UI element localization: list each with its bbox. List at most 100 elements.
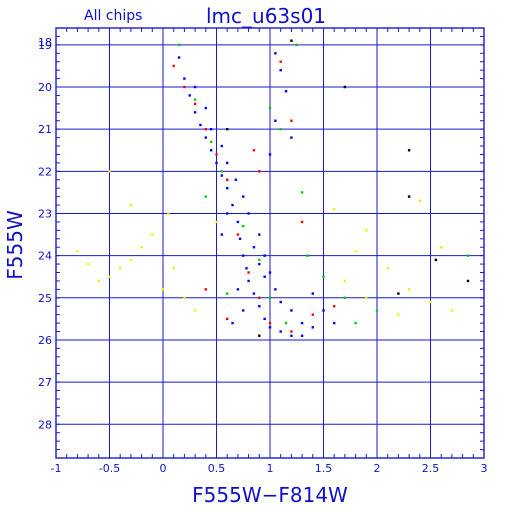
- y-tick-label: 28: [38, 418, 52, 431]
- data-point: [333, 208, 336, 211]
- x-tick-label: 1: [267, 462, 274, 475]
- y-tick-label: 23: [38, 207, 52, 220]
- data-point: [279, 60, 282, 63]
- x-tick-label: 1.5: [315, 462, 333, 475]
- y-tick-label: 18: [38, 36, 52, 49]
- data-point: [204, 106, 207, 110]
- data-point: [226, 127, 229, 131]
- data-point: [343, 279, 347, 283]
- data-point: [274, 119, 277, 122]
- data-point: [76, 250, 79, 253]
- y-tick-label: 22: [38, 165, 52, 178]
- data-point: [247, 279, 250, 283]
- data-point: [258, 233, 261, 236]
- data-point: [466, 279, 470, 283]
- data-point: [322, 309, 325, 312]
- data-point: [215, 153, 218, 156]
- data-point: [354, 250, 357, 253]
- data-point: [242, 224, 245, 228]
- data-point: [300, 321, 304, 325]
- data-point: [258, 334, 261, 337]
- data-point: [290, 334, 293, 337]
- data-point: [258, 262, 261, 266]
- data-point: [268, 296, 272, 300]
- data-point: [204, 288, 207, 291]
- data-point: [204, 195, 207, 198]
- x-tick-label: 0: [160, 462, 167, 475]
- data-point: [108, 275, 111, 278]
- data-point: [245, 267, 248, 270]
- data-point: [252, 246, 256, 249]
- data-point: [440, 246, 443, 249]
- data-point: [193, 111, 197, 114]
- data-point: [226, 317, 229, 321]
- data-point: [193, 102, 197, 106]
- data-point: [263, 275, 266, 278]
- data-point: [140, 246, 143, 249]
- y-tick-label: 21: [38, 123, 52, 136]
- data-point: [209, 140, 213, 144]
- y-tick-label: 20: [38, 81, 52, 94]
- chart-title: lmc_u63s01: [206, 4, 326, 28]
- data-point: [252, 149, 256, 152]
- data-point: [258, 296, 261, 300]
- data-points: [76, 39, 470, 337]
- y-tick-label: 25: [38, 292, 52, 305]
- data-point: [268, 326, 272, 329]
- data-point: [177, 56, 181, 59]
- data-point: [333, 305, 336, 308]
- data-point: [242, 254, 245, 257]
- data-point: [247, 271, 250, 274]
- x-tick-label: 3: [481, 462, 488, 475]
- data-point: [220, 170, 224, 173]
- data-point: [300, 334, 304, 337]
- data-point: [263, 254, 266, 257]
- data-point: [220, 233, 224, 236]
- data-point: [209, 149, 213, 152]
- data-point: [183, 296, 186, 300]
- data-point: [220, 144, 224, 148]
- data-point: [247, 212, 250, 215]
- data-point: [188, 94, 191, 97]
- data-point: [311, 326, 314, 329]
- data-point: [450, 309, 454, 312]
- data-point: [397, 292, 400, 295]
- plot-frame: [55, 27, 485, 459]
- data-point: [204, 136, 207, 139]
- data-point: [429, 300, 432, 304]
- data-point: [407, 288, 411, 291]
- y-tick-label: 19: [38, 39, 52, 52]
- data-point: [290, 39, 293, 42]
- y-tick-label: 24: [38, 250, 52, 263]
- data-point: [177, 43, 181, 47]
- data-point: [252, 292, 256, 295]
- data-point: [375, 309, 379, 312]
- data-point: [418, 199, 421, 203]
- data-point: [183, 77, 186, 80]
- data-point: [300, 220, 304, 224]
- data-point: [290, 136, 293, 139]
- x-axis-label: F555W−F814W: [192, 483, 348, 507]
- data-point: [284, 90, 288, 93]
- data-point: [268, 106, 272, 110]
- data-point: [193, 98, 197, 101]
- data-point: [386, 267, 389, 270]
- data-point: [215, 220, 218, 224]
- data-point: [397, 313, 400, 316]
- data-point: [434, 258, 438, 262]
- data-point: [322, 275, 325, 278]
- data-point: [300, 191, 304, 194]
- data-point: [236, 220, 240, 224]
- data-point: [311, 292, 314, 295]
- data-point: [407, 195, 411, 198]
- data-point: [236, 233, 240, 236]
- data-point: [274, 288, 277, 291]
- data-point: [343, 296, 347, 300]
- data-point: [354, 321, 357, 325]
- data-point: [209, 127, 213, 131]
- data-point: [333, 321, 336, 325]
- data-point: [204, 127, 207, 131]
- data-point: [193, 309, 197, 312]
- data-point: [167, 212, 170, 215]
- data-point: [119, 267, 122, 270]
